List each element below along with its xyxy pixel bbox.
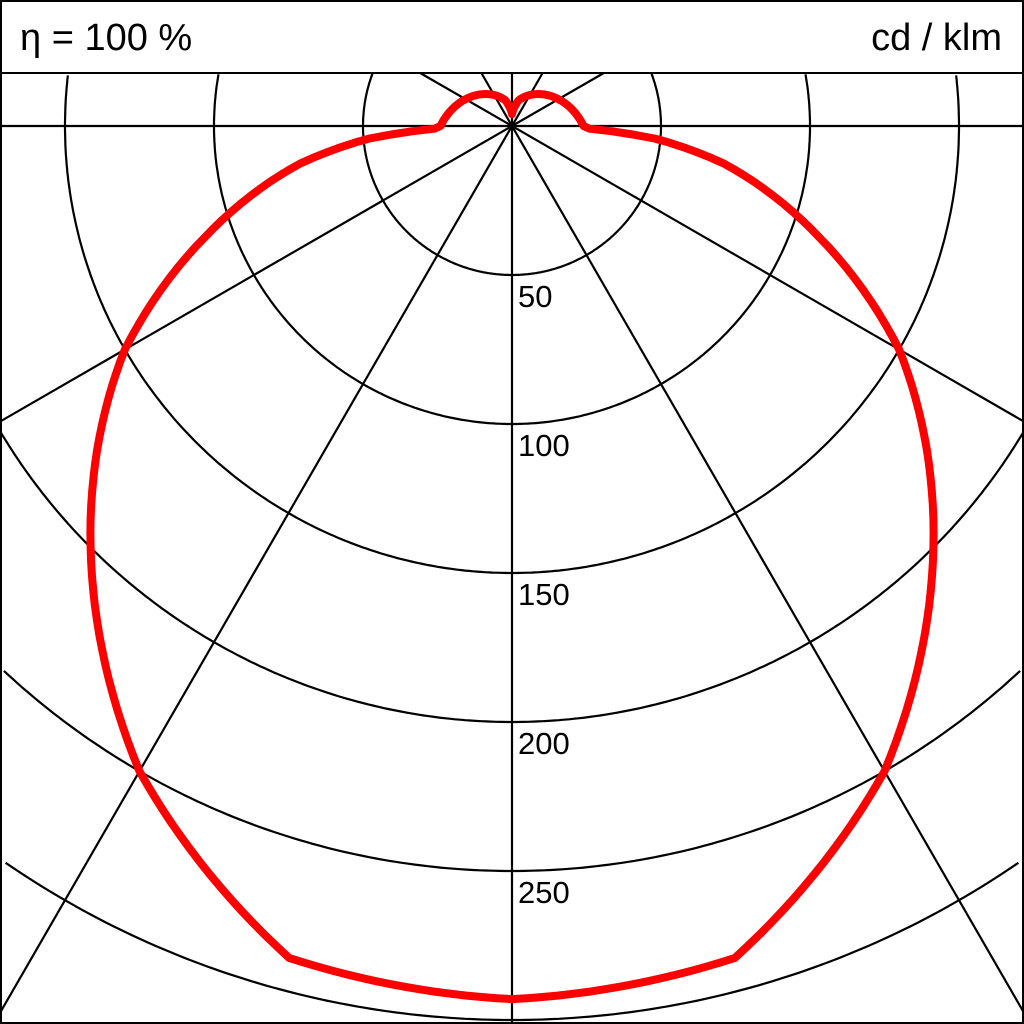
efficiency-label: η = 100 %: [20, 17, 192, 59]
grid-ring-150: [512, 75, 961, 575]
grid-ring-50: [361, 73, 512, 277]
radial-tick-label-100: 100: [518, 428, 570, 463]
polar-grid: [0, 72, 1024, 1024]
grid-radial-line-60: [0, 72, 605, 423]
grid-ring-200: [512, 432, 1024, 724]
radial-tick-label-250: 250: [518, 875, 570, 910]
grid-ring-100: [512, 74, 812, 426]
intensity-curve-group: [86, 90, 938, 1004]
grid-ring-150: [63, 75, 512, 575]
grid-radial-line-150: [480, 72, 1024, 1014]
radial-tick-label-150: 150: [518, 577, 570, 612]
grid-ring-100: [212, 74, 512, 426]
intensity-curve: [86, 90, 938, 1004]
radial-tick-label-50: 50: [518, 279, 552, 314]
grid-radial-line-120: [419, 72, 1024, 423]
grid-ring-250: [512, 670, 1021, 873]
radial-tick-label-200: 200: [518, 726, 570, 761]
grid-ring-200: [0, 432, 512, 724]
radial-tick-labels: 50 100 150 200 250: [518, 279, 570, 910]
grid-radial-line-30: [0, 72, 544, 1014]
unit-label: cd / klm: [871, 17, 1002, 59]
grid-ring-300: [4, 861, 512, 1022]
grid-ring-300: [512, 861, 1020, 1022]
grid-ring-250: [3, 670, 512, 873]
grid-ring-50: [512, 73, 663, 277]
